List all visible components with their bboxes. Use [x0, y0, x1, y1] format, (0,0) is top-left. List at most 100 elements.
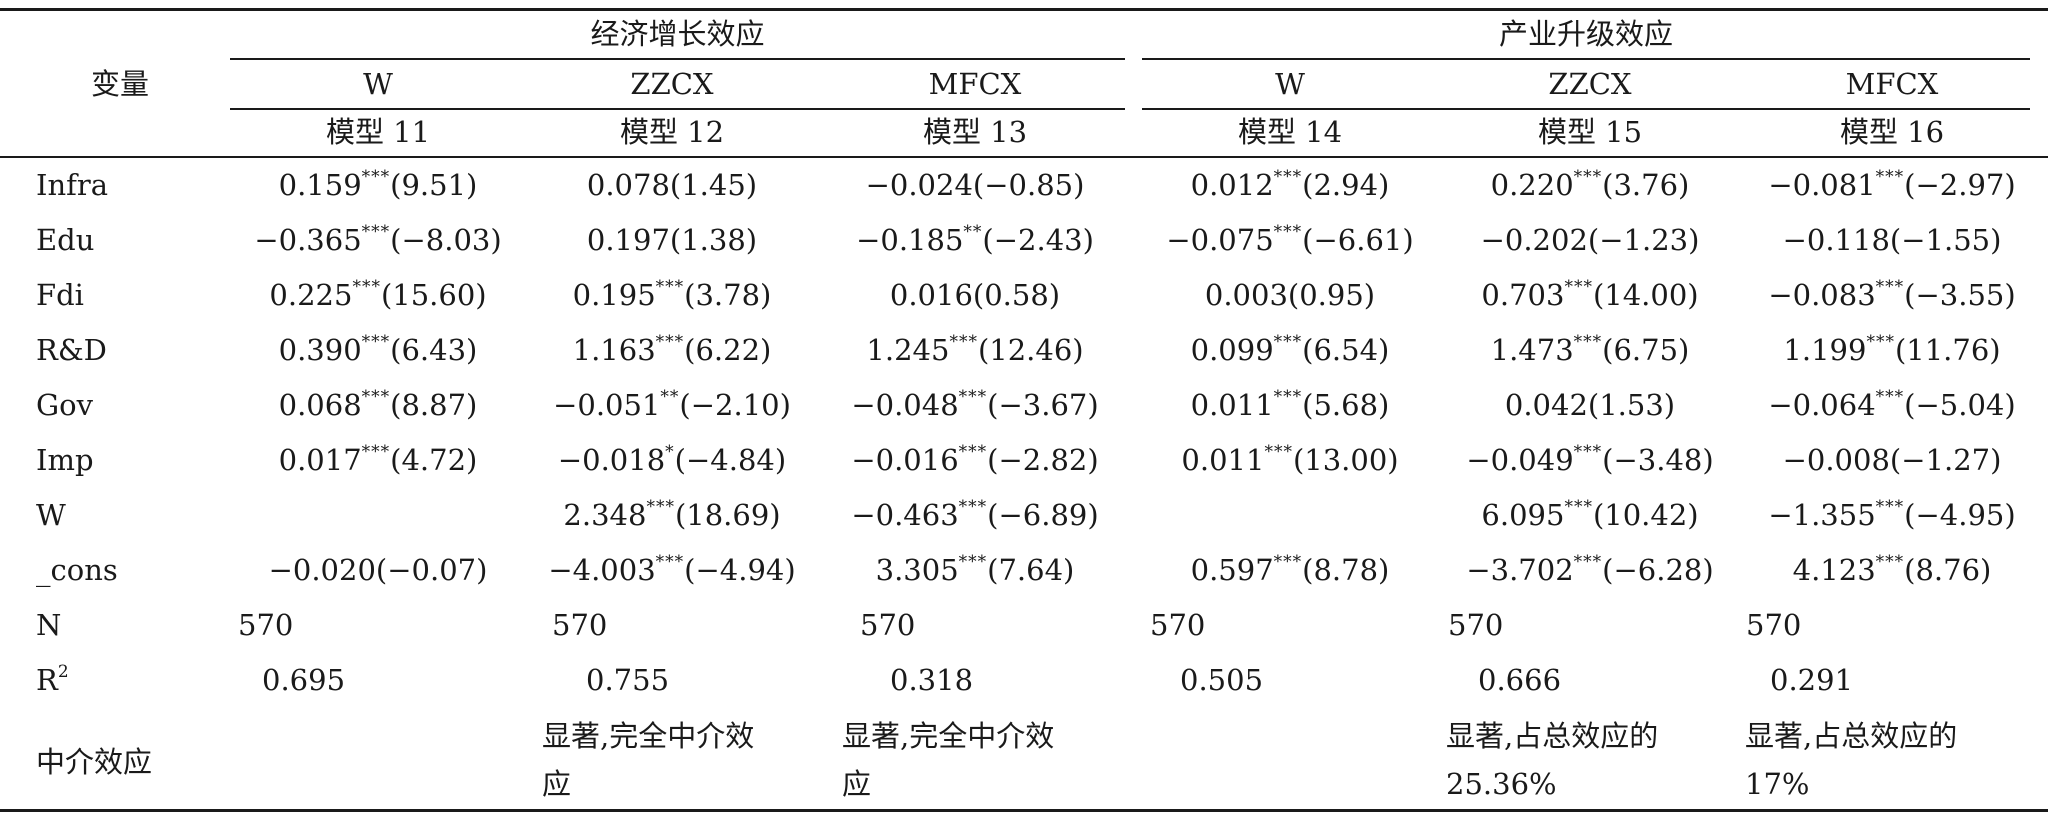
coefficient: 0.159 — [278, 168, 362, 202]
table-cell: −0.020(−0.07) — [228, 552, 528, 593]
row-label: Fdi — [36, 278, 84, 312]
significance-stars: *** — [1273, 167, 1303, 187]
t-statistic: (−5.04) — [1904, 388, 2016, 422]
table-cell: −0.075***(−6.61) — [1140, 222, 1440, 263]
t-statistic: (−8.03) — [390, 223, 502, 257]
group-header: 经济增长效应 — [590, 17, 765, 51]
coefficient: 4.123 — [1792, 553, 1876, 587]
r2-value: 0.666 — [1478, 663, 1562, 697]
t-statistic: (−0.85) — [972, 168, 1085, 202]
significance-stars: *** — [361, 167, 391, 187]
significance-stars: *** — [646, 497, 675, 517]
dependent-header: W — [363, 67, 393, 101]
row-label: Imp — [36, 443, 94, 477]
coefficient: 6.095 — [1481, 498, 1565, 532]
t-statistic: (3.78) — [684, 278, 772, 312]
significance-stars: *** — [958, 497, 988, 517]
significance-stars: *** — [655, 552, 685, 572]
coefficient: −0.365 — [254, 223, 362, 257]
row-label: Edu — [36, 223, 95, 257]
table-cell: −0.016***(−2.82) — [825, 442, 1125, 483]
coefficient: −0.081 — [1768, 168, 1876, 202]
t-statistic: (−1.55) — [1889, 223, 2002, 257]
n-value: 570 — [1448, 608, 1504, 642]
significance-stars: *** — [361, 332, 391, 352]
coefficient: 0.011 — [1181, 443, 1265, 477]
significance-stars: *** — [1875, 167, 1905, 187]
model-header: 模型 12 — [619, 115, 725, 149]
coefficient: 0.099 — [1190, 333, 1274, 367]
coefficient: −0.018 — [557, 443, 666, 477]
coefficient: −1.355 — [1768, 498, 1876, 532]
table-cell: 0.068***(8.87) — [228, 387, 528, 428]
coefficient: 0.042 — [1504, 388, 1588, 422]
table-cell: 0.197(1.38) — [522, 222, 822, 263]
table-cell: 0.003(0.95) — [1140, 277, 1440, 318]
header-bottom-rule — [0, 156, 2048, 158]
table-cell: 0.012***(2.94) — [1140, 167, 1440, 208]
significance-stars: *** — [1573, 552, 1603, 572]
model-header: 模型 16 — [1839, 115, 1945, 149]
row-label-n: N — [36, 608, 62, 642]
coefficient: −0.463 — [851, 498, 959, 532]
coefficient: 0.078 — [586, 168, 670, 202]
r2-value: 0.318 — [890, 663, 974, 697]
significance-stars: *** — [958, 552, 988, 572]
coefficient: −0.064 — [1768, 388, 1876, 422]
t-statistic: (5.68) — [1302, 388, 1390, 422]
table-cell: 0.195***(3.78) — [522, 277, 822, 318]
mediation-value: 显著,完全中介效应 — [542, 719, 755, 801]
t-statistic: (8.76) — [1904, 553, 1992, 587]
coefficient: 3.305 — [875, 553, 959, 587]
group-underline-industrial — [1142, 58, 2030, 60]
t-statistic: (−6.61) — [1302, 223, 1414, 257]
variable-header: 变量 — [90, 67, 149, 101]
significance-stars: *** — [949, 332, 978, 352]
t-statistic: (−4.95) — [1904, 498, 2016, 532]
t-statistic: (−3.55) — [1904, 278, 2016, 312]
table-cell: 4.123***(8.76) — [1742, 552, 2042, 593]
coefficient: −4.003 — [548, 553, 656, 587]
t-statistic: (9.51) — [390, 168, 478, 202]
table-cell: 6.095***(10.42) — [1440, 497, 1740, 538]
significance-stars: *** — [1875, 277, 1905, 297]
coefficient: 0.011 — [1190, 388, 1274, 422]
table-cell: 0.703***(14.00) — [1440, 277, 1740, 318]
significance-stars: *** — [1866, 332, 1895, 352]
table-cell: −3.702***(−6.28) — [1440, 552, 1740, 593]
significance-stars: *** — [1264, 442, 1293, 462]
table-cell: −0.202(−1.23) — [1440, 222, 1740, 263]
table-cell: 1.245***(12.46) — [825, 332, 1125, 373]
bottom-rule — [0, 809, 2048, 812]
significance-stars: *** — [1875, 387, 1905, 407]
model-header: 模型 14 — [1237, 115, 1343, 149]
table-cell: −0.008(−1.27) — [1742, 442, 2042, 483]
coefficient: 0.220 — [1490, 168, 1574, 202]
significance-stars: *** — [655, 277, 685, 297]
n-value: 570 — [552, 608, 608, 642]
coefficient: 0.195 — [572, 278, 656, 312]
r2-value: 0.505 — [1180, 663, 1264, 697]
group-underline-economic — [230, 58, 1125, 60]
significance-stars: *** — [1564, 277, 1593, 297]
table-cell: 0.225***(15.60) — [228, 277, 528, 318]
coefficient: −0.118 — [1782, 223, 1890, 257]
coefficient: 0.003 — [1204, 278, 1288, 312]
t-statistic: (−2.10) — [679, 388, 791, 422]
coefficient: −0.048 — [851, 388, 959, 422]
t-statistic: (0.58) — [972, 278, 1061, 312]
coefficient: −3.702 — [1466, 553, 1574, 587]
significance-stars: ** — [963, 222, 983, 242]
table-cell: 0.016(0.58) — [825, 277, 1125, 318]
row-label: Gov — [36, 388, 94, 422]
coefficient: −0.024 — [865, 168, 973, 202]
significance-stars: *** — [1573, 167, 1603, 187]
t-statistic: (12.46) — [977, 333, 1084, 367]
top-rule — [0, 8, 2048, 11]
t-statistic: (−2.43) — [982, 223, 1094, 257]
table-cell: 0.390***(6.43) — [228, 332, 528, 373]
t-statistic: (1.53) — [1587, 388, 1676, 422]
t-statistic: (6.75) — [1602, 333, 1690, 367]
n-value: 570 — [860, 608, 916, 642]
row-label: Infra — [36, 168, 109, 202]
